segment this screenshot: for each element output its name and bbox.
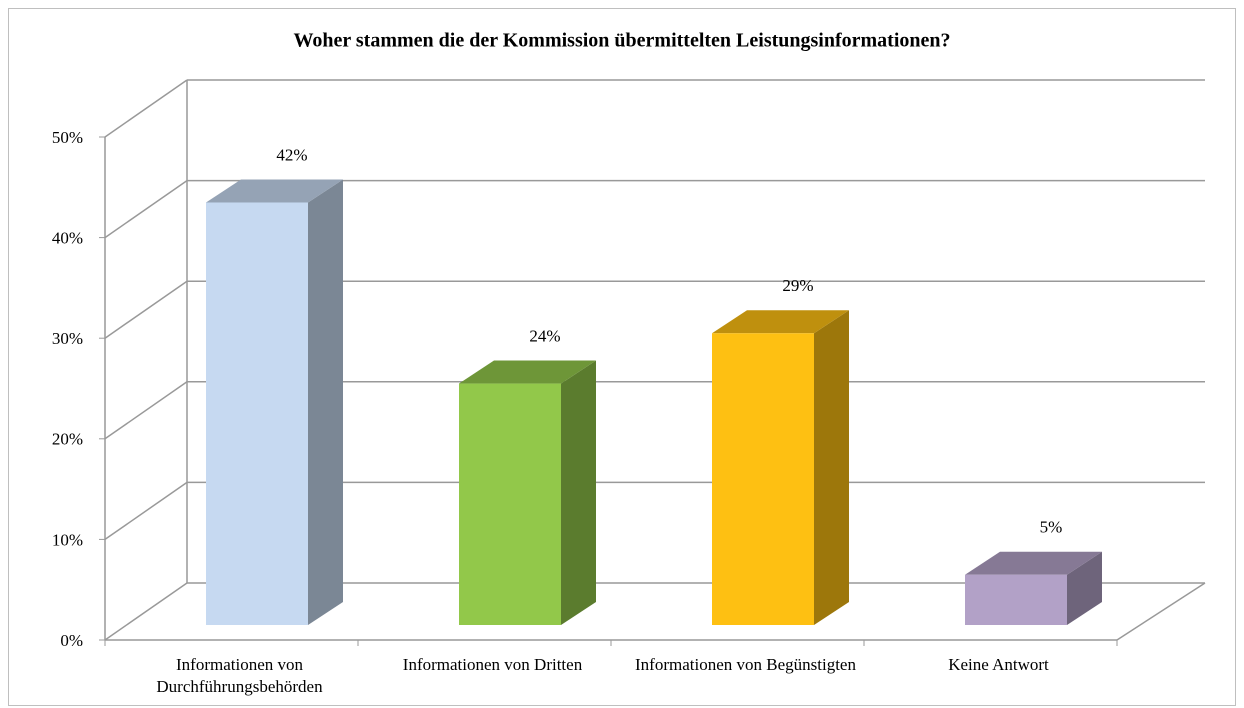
y-tick-label: 20% [52, 430, 83, 449]
x-tick-label: Keine Antwort [948, 655, 1049, 674]
grid-line [104, 481, 188, 541]
bar-side [308, 179, 343, 626]
grid-line [104, 179, 188, 239]
floor-edge [1116, 582, 1206, 641]
grid-line [104, 79, 188, 138]
bar-top [459, 360, 596, 384]
bar [712, 333, 814, 625]
bar-top [965, 551, 1102, 575]
y-tick-label: 30% [52, 329, 83, 348]
bar [965, 574, 1067, 625]
bar [459, 383, 561, 625]
data-label: 5% [1040, 518, 1063, 537]
x-tick-label: Informationen von Durchführungsbehörden [156, 655, 323, 696]
bar [206, 202, 308, 626]
y-tick-label: 0% [60, 631, 83, 650]
x-tick-label: Informationen von Begünstigten [635, 655, 856, 674]
chart-border [8, 8, 1236, 706]
grid-line [104, 582, 188, 641]
bar-top [712, 310, 849, 334]
data-label: 42% [276, 145, 307, 164]
grid-line [104, 280, 188, 339]
y-tick-label: 50% [52, 128, 83, 147]
grid-line [104, 381, 188, 440]
bar-side [1067, 551, 1102, 625]
y-tick-label: 10% [52, 530, 83, 549]
x-tick-label: Informationen von Dritten [402, 655, 583, 674]
data-label: 24% [529, 326, 560, 345]
data-label: 29% [782, 276, 813, 295]
bar-side [814, 310, 849, 625]
chart-title: Woher stammen die der Kommission übermit… [293, 30, 950, 52]
bar-side [561, 360, 596, 625]
y-tick-label: 40% [52, 229, 83, 248]
bar-top [206, 179, 343, 203]
